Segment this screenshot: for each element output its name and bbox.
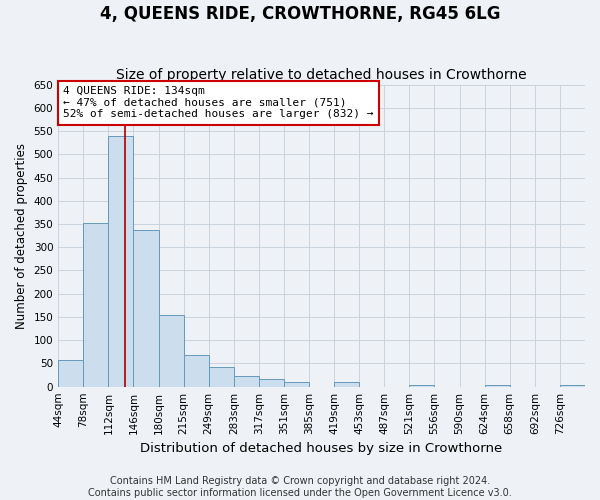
Bar [284,382,309,386]
Bar [234,376,259,386]
Text: 4, QUEENS RIDE, CROWTHORNE, RG45 6LG: 4, QUEENS RIDE, CROWTHORNE, RG45 6LG [100,5,500,23]
Bar [158,314,184,386]
Title: Size of property relative to detached houses in Crowthorne: Size of property relative to detached ho… [116,68,527,82]
Bar [109,136,133,386]
Bar [334,382,359,386]
Bar [184,355,209,386]
Bar [259,379,284,386]
Text: 4 QUEENS RIDE: 134sqm
← 47% of detached houses are smaller (751)
52% of semi-det: 4 QUEENS RIDE: 134sqm ← 47% of detached … [64,86,374,120]
Bar [209,367,234,386]
Bar [83,223,109,386]
X-axis label: Distribution of detached houses by size in Crowthorne: Distribution of detached houses by size … [140,442,503,455]
Y-axis label: Number of detached properties: Number of detached properties [15,142,28,328]
Text: Contains HM Land Registry data © Crown copyright and database right 2024.
Contai: Contains HM Land Registry data © Crown c… [88,476,512,498]
Bar [133,230,158,386]
Bar [58,360,83,386]
